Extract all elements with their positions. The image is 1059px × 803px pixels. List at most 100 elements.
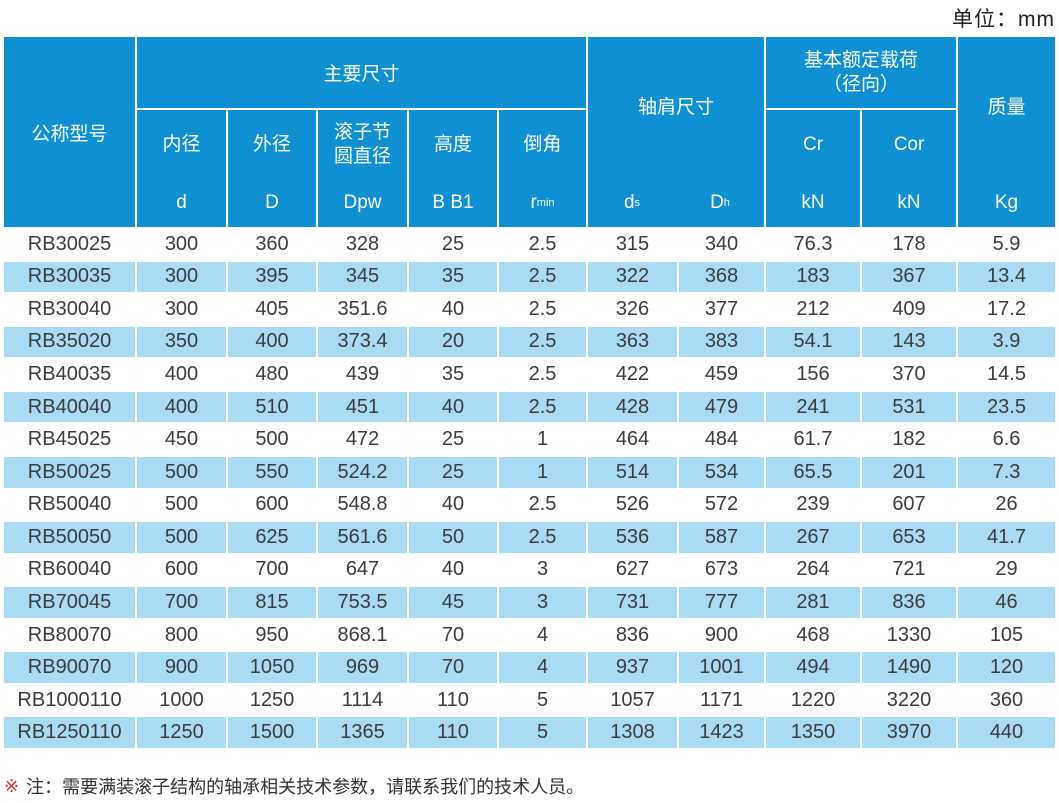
value-cell: 550 <box>228 456 316 488</box>
value-cell: 241 <box>766 391 860 423</box>
value-cell: 1423 <box>679 717 764 748</box>
value-cell: 40 <box>409 489 497 521</box>
header-height: 高度 B B1 <box>409 110 497 227</box>
model-cell: RB1000110 <box>4 684 135 716</box>
value-cell: 1220 <box>766 684 860 716</box>
header-symbol-B-B1: B B1 <box>432 192 474 213</box>
value-cell: 61.7 <box>766 424 860 455</box>
value-cell: 182 <box>862 424 956 455</box>
value-cell: 534 <box>679 456 764 488</box>
footnote-text: 注：需要满装滚子结构的轴承相关技术参数，请联系我们的技术人员。 <box>26 777 585 797</box>
value-cell: 6.6 <box>958 424 1055 455</box>
value-cell: 7.3 <box>958 456 1055 488</box>
value-cell: 300 <box>137 229 226 260</box>
model-cell: RB90070 <box>4 652 135 683</box>
value-cell: 363 <box>588 326 677 358</box>
value-cell: 40 <box>409 554 497 586</box>
value-cell: 468 <box>766 619 860 651</box>
model-cell: RB35020 <box>4 326 135 358</box>
value-cell: 500 <box>137 456 226 488</box>
value-cell: 45 <box>409 587 497 618</box>
value-cell: 26 <box>958 489 1055 521</box>
value-cell: 23.5 <box>958 391 1055 423</box>
header-outer-diameter: 外径 D <box>228 110 316 227</box>
value-cell: 1171 <box>679 684 764 716</box>
value-cell: 300 <box>137 261 226 293</box>
footnote-asterisk-marker: ※ <box>4 775 20 796</box>
value-cell: 1000 <box>137 684 226 716</box>
value-cell: 1057 <box>588 684 677 716</box>
value-cell: 25 <box>409 229 497 260</box>
header-symbol-d: d <box>176 192 187 213</box>
value-cell: 370 <box>862 359 956 390</box>
model-cell: RB30035 <box>4 261 135 293</box>
header-model: 公称型号 <box>4 37 135 227</box>
value-cell: 2.5 <box>499 522 586 553</box>
header-inner-diameter: 内径 d <box>137 110 226 227</box>
value-cell: 156 <box>766 359 860 390</box>
value-cell: 572 <box>679 489 764 521</box>
model-cell: RB70045 <box>4 587 135 618</box>
value-cell: 1365 <box>318 717 407 748</box>
value-cell: 46 <box>958 587 1055 618</box>
header-mass: 质量 Kg <box>958 37 1055 227</box>
value-cell: 328 <box>318 229 407 260</box>
value-cell: 450 <box>137 424 226 455</box>
value-cell: 500 <box>228 424 316 455</box>
value-cell: 428 <box>588 391 677 423</box>
value-cell: 607 <box>862 489 956 521</box>
value-cell: 201 <box>862 456 956 488</box>
value-cell: 5 <box>499 684 586 716</box>
value-cell: 340 <box>679 229 764 260</box>
value-cell: 377 <box>679 294 764 325</box>
value-cell: 409 <box>862 294 956 325</box>
value-cell: 360 <box>958 684 1055 716</box>
value-cell: 5 <box>499 717 586 748</box>
header-cr: Cr kN <box>766 110 860 227</box>
value-cell: 20 <box>409 326 497 358</box>
value-cell: 326 <box>588 294 677 325</box>
value-cell: 2.5 <box>499 391 586 423</box>
model-cell: RB1250110 <box>4 717 135 748</box>
value-cell: 25 <box>409 424 497 455</box>
value-cell: 322 <box>588 261 677 293</box>
value-cell: 110 <box>409 717 497 748</box>
value-cell: 1350 <box>766 717 860 748</box>
model-cell: RB50025 <box>4 456 135 488</box>
symbol-ds: d <box>623 192 635 213</box>
value-cell: 35 <box>409 359 497 390</box>
header-cr-unit: kN <box>801 192 825 213</box>
value-cell: 3970 <box>862 717 956 748</box>
value-cell: 345 <box>318 261 407 293</box>
model-cell: RB60040 <box>4 554 135 586</box>
header-roller-pitch-label: 滚子节 圆直径 <box>333 121 391 167</box>
value-cell: 40 <box>409 391 497 423</box>
footnote: ※ 注：需要满装滚子结构的轴承相关技术参数，请联系我们的技术人员。 <box>4 773 584 799</box>
value-cell: 900 <box>679 619 764 651</box>
value-cell: 405 <box>228 294 316 325</box>
value-cell: 105 <box>958 619 1055 651</box>
value-cell: 54.1 <box>766 326 860 358</box>
model-cell: RB50040 <box>4 489 135 521</box>
value-cell: 459 <box>679 359 764 390</box>
bearing-spec-table: 公称型号 主要尺寸 内径 d 外径 D 滚子节 圆直径 Dpw 高度 B B1 … <box>4 37 1055 748</box>
value-cell: 472 <box>318 424 407 455</box>
value-cell: 3.9 <box>958 326 1055 358</box>
value-cell: 536 <box>588 522 677 553</box>
value-cell: 1114 <box>318 684 407 716</box>
value-cell: 1490 <box>862 652 956 683</box>
value-cell: 76.3 <box>766 229 860 260</box>
value-cell: 3 <box>499 587 586 618</box>
value-cell: 440 <box>958 717 1055 748</box>
value-cell: 13.4 <box>958 261 1055 293</box>
header-symbol-Dpw: Dpw <box>343 192 382 213</box>
value-cell: 383 <box>679 326 764 358</box>
value-cell: 700 <box>137 587 226 618</box>
value-cell: 1 <box>499 456 586 488</box>
header-main-dimensions: 主要尺寸 <box>137 37 586 108</box>
header-mass-label: 质量 <box>987 97 1026 119</box>
value-cell: 937 <box>588 652 677 683</box>
